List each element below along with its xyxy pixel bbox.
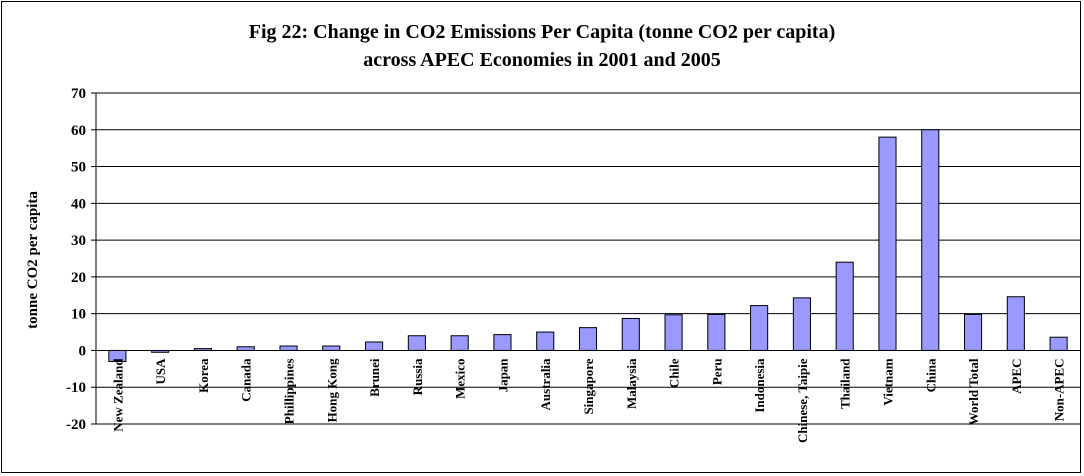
x-category-label: Chile — [667, 358, 682, 388]
x-category-label: APEC — [1009, 358, 1024, 393]
axes — [91, 92, 97, 425]
x-category-label: Indonesia — [752, 358, 767, 413]
x-category-label: Russia — [410, 358, 425, 395]
x-category-label: Hong Kong — [324, 358, 339, 422]
x-category-label: Canada — [239, 358, 254, 402]
bar-singapore — [578, 327, 598, 351]
x-category-label: Chinese, Taipie — [795, 358, 810, 443]
bar-world-total — [963, 313, 983, 351]
x-category-label: Phillippines — [282, 358, 297, 424]
bar-indonesia — [750, 305, 769, 351]
chart-subtitle: across APEC Economies in 2001 and 2005 — [363, 49, 721, 71]
bar-russia — [407, 335, 426, 351]
bar-malaysia — [621, 317, 640, 351]
x-category-label: Australia — [538, 358, 553, 411]
x-category-label: Thailand — [838, 358, 853, 409]
bars — [108, 129, 1068, 362]
x-category-label: World Total — [966, 358, 981, 425]
x-category-label: USA — [153, 358, 168, 385]
y-tick-label: 0 — [79, 343, 87, 359]
bar-chinese-taipie — [792, 297, 811, 351]
y-axis-label: tonne CO2 per capita — [25, 191, 41, 329]
x-category-label: China — [923, 358, 938, 392]
x-category-label: Vietnam — [880, 358, 895, 405]
x-category-label: Peru — [709, 358, 724, 385]
bar-thailand — [835, 261, 854, 351]
x-category-label: Japan — [495, 358, 510, 393]
x-category-label: Singapore — [581, 358, 596, 414]
chart-title: Fig 22: Change in CO2 Emissions Per Capi… — [248, 21, 836, 43]
y-tick-label: 30 — [71, 233, 86, 249]
y-tick-label: 20 — [71, 270, 86, 286]
bar-new-zealand — [108, 349, 127, 362]
y-tick-label: 10 — [71, 307, 86, 323]
y-tick-label: 60 — [71, 123, 86, 139]
bar-korea — [193, 348, 213, 351]
bar-hong-kong — [322, 345, 341, 351]
bar-vietnam — [878, 136, 897, 351]
bar-australia — [536, 331, 555, 351]
y-tick-label: 50 — [71, 160, 86, 176]
bar-mexico — [450, 335, 469, 351]
chart-title-block: Fig 22: Change in CO2 Emissions Per Capi… — [0, 18, 1084, 74]
y-tick-label: -20 — [66, 417, 86, 433]
y-tick-label: 40 — [71, 196, 86, 212]
bar-japan — [493, 334, 512, 351]
bar-phillippines — [279, 345, 298, 351]
x-category-labels: New Zealand USA Korea Canada Phillippines Hon… — [110, 358, 1066, 443]
x-category-label: Malaysia — [624, 358, 639, 409]
y-tick-label: 70 — [71, 86, 86, 102]
y-tick-label: -10 — [66, 380, 86, 396]
x-category-label: Brunei — [367, 358, 382, 397]
bar-usa — [151, 349, 170, 353]
bar-chile — [664, 314, 683, 351]
bar-non-apec — [1049, 336, 1068, 351]
bar-china — [921, 129, 940, 351]
y-tick-labels: 70 60 50 40 30 20 10 0 -10 -20 — [66, 86, 86, 433]
x-category-label: Mexico — [453, 358, 468, 398]
x-category-label: New Zealand — [110, 358, 125, 432]
x-category-label: Korea — [196, 358, 211, 393]
bar-canada — [236, 346, 255, 351]
bar-peru — [707, 313, 726, 351]
bar-apec — [1006, 296, 1025, 351]
bar-brunei — [365, 341, 384, 351]
x-category-label: Non-APEC — [1052, 358, 1067, 421]
gridlines — [96, 92, 1080, 425]
